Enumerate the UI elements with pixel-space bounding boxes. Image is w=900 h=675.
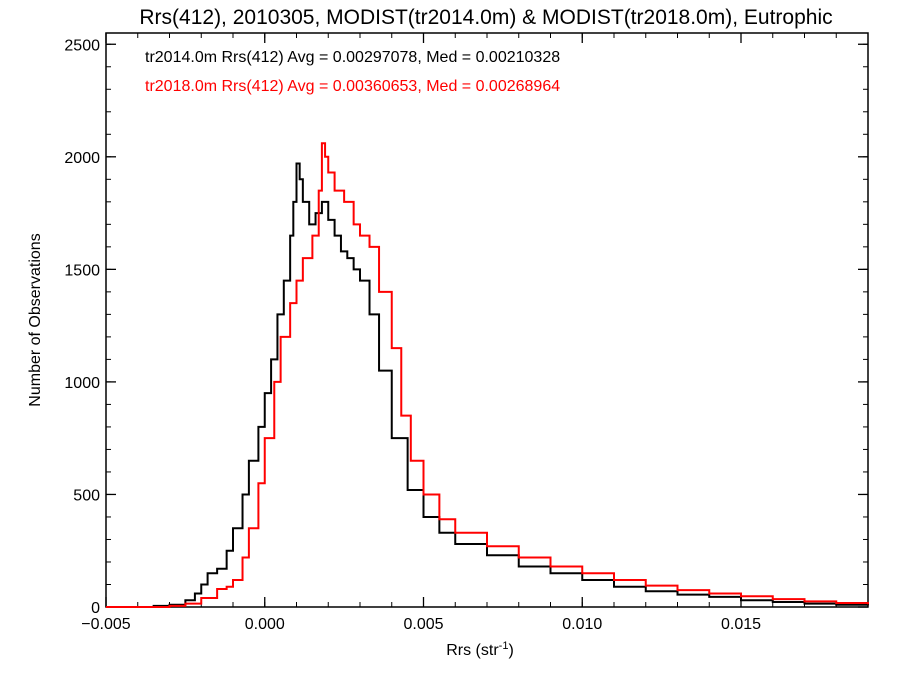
series-line-1	[106, 162, 869, 608]
x-axis-label-superscript: -1	[499, 640, 509, 652]
x-tick-label: 0.005	[403, 616, 443, 633]
y-tick-label: 2500	[64, 37, 100, 54]
x-axis-label: Rrs (str-1)	[446, 640, 514, 659]
plot-frame	[105, 32, 869, 608]
y-tick-label: 0	[91, 600, 100, 617]
x-axis-label-main: Rrs (str	[446, 642, 499, 659]
y-tick-label: 2000	[64, 150, 100, 167]
x-tick-label: 0.010	[562, 616, 602, 633]
chart-title: Rrs(412), 2010305, MODIST(tr2014.0m) & M…	[139, 6, 832, 29]
y-tick-label: 1500	[64, 262, 100, 279]
y-tick-label: 1000	[64, 375, 100, 392]
plot-area	[105, 32, 869, 608]
annotation-series-2: tr2018.0m Rrs(412) Avg = 0.00360653, Med…	[145, 78, 560, 95]
x-tick-label: 0.000	[245, 616, 285, 633]
x-axis-label-close: )	[508, 642, 513, 659]
x-tick-label: −0.005	[81, 616, 130, 633]
x-tick-label: 0.015	[721, 616, 761, 633]
y-tick-label: 500	[73, 487, 100, 504]
y-axis-ticks: 0 500 1000 1500 2000 2500	[64, 37, 868, 617]
series-layer	[106, 142, 869, 608]
annotation-series-1: tr2014.0m Rrs(412) Avg = 0.00297078, Med…	[145, 49, 560, 66]
y-axis-label: Number of Observations	[27, 233, 44, 406]
series-line-2	[106, 142, 869, 608]
